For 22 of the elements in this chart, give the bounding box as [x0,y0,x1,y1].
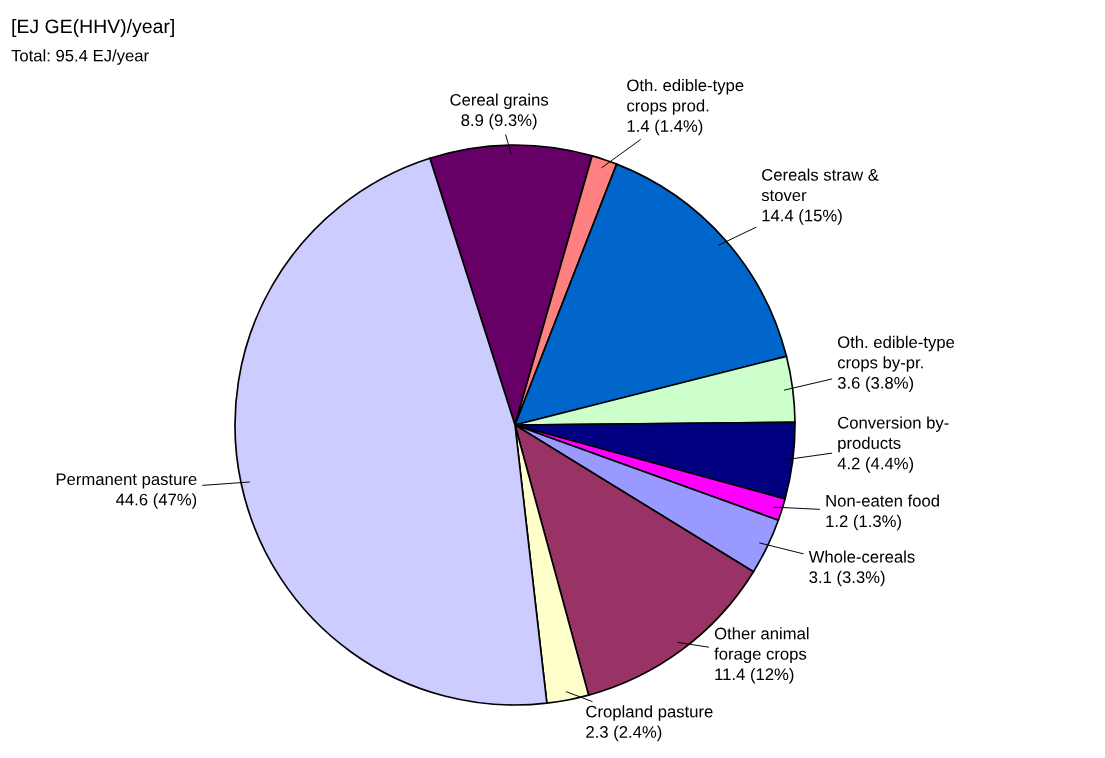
slice-label: Conversion by- products [838,416,949,453]
data-label: 44.6 (47%) [116,493,197,509]
slice-label: Oth. edible-type crops by-pr. [837,335,955,372]
slice-label: Cereals straw & stover [761,168,879,202]
slice-label: Oth. edible-type crops prod. [627,78,744,115]
data-label: 2.3 (2.4%) [586,725,662,742]
data-label: 14.4 (15%) [762,209,842,225]
data-label: 3.6 (3.8%) [837,376,914,393]
data-label: 8.9 (9.3%) [461,113,537,130]
data-label: 3.1 (3.3%) [809,570,885,587]
slice-label: Whole-cereals [808,550,915,563]
slice-label: Cereal grains [450,93,549,110]
slice-label: Cropland pasture [586,705,713,721]
slice-label: Non-eaten food [826,494,939,507]
chart-subtitle: Total: 95.4 EJ/year [11,49,149,65]
slice-label: Permanent pasture [56,473,197,489]
data-label: 1.4 (1.4%) [627,119,703,136]
chart-title: [EJ GE(HHV)/year] [12,18,174,38]
data-label: 11.4 (12%) [715,667,794,684]
data-label: 1.2 (1.3%) [826,514,901,531]
data-label: 4.2 (4.4%) [837,457,914,473]
slice-label: Other animal forage crops [714,627,809,664]
